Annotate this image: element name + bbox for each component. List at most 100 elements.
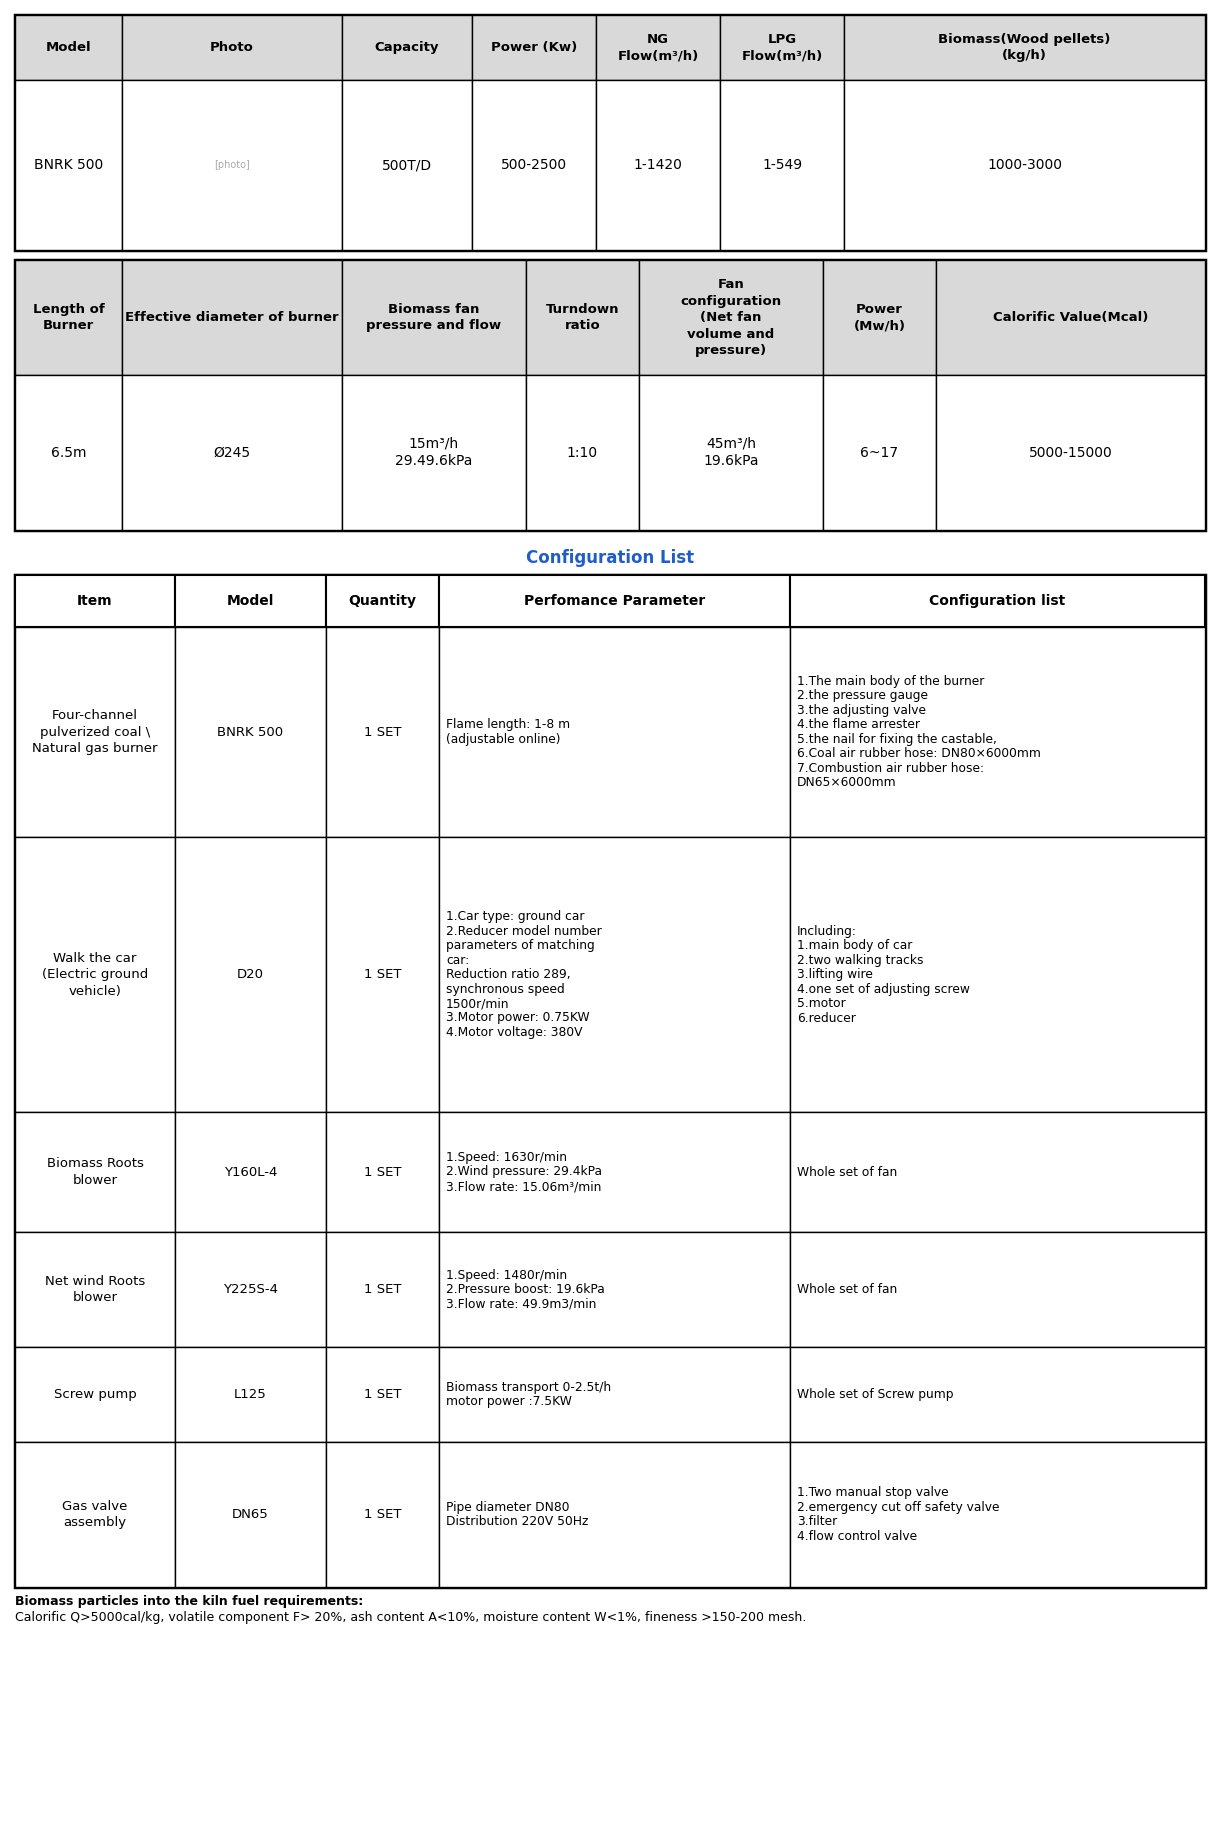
Bar: [15, 838, 174, 1112]
Bar: [174, 1112, 326, 1232]
Bar: [342, 79, 472, 250]
Text: Pipe diameter DN80: Pipe diameter DN80: [447, 1500, 570, 1513]
Text: Y225S-4: Y225S-4: [223, 1283, 278, 1296]
Bar: [342, 376, 526, 530]
Text: Biomass particles into the kiln fuel requirements:: Biomass particles into the kiln fuel req…: [15, 1594, 364, 1607]
Bar: [15, 1442, 174, 1587]
Text: Turndown
ratio: Turndown ratio: [545, 302, 620, 331]
Text: 1500r/min: 1500r/min: [447, 998, 510, 1011]
Bar: [15, 260, 122, 376]
Bar: [15, 1232, 174, 1348]
Text: 5.motor: 5.motor: [797, 998, 845, 1011]
Bar: [439, 1348, 791, 1442]
Bar: [936, 376, 1205, 530]
Text: L125: L125: [234, 1388, 267, 1401]
Text: Power
(Mw/h): Power (Mw/h): [854, 302, 905, 331]
Text: Whole set of fan: Whole set of fan: [797, 1165, 897, 1178]
Text: Configuration List: Configuration List: [526, 549, 694, 567]
Bar: [791, 1232, 1205, 1348]
Text: Distribution 220V 50Hz: Distribution 220V 50Hz: [447, 1515, 588, 1528]
Text: 2.Pressure boost: 19.6kPa: 2.Pressure boost: 19.6kPa: [447, 1283, 605, 1296]
Bar: [791, 1348, 1205, 1442]
Bar: [15, 15, 1205, 250]
Text: 1 SET: 1 SET: [364, 1388, 401, 1401]
Text: 1:10: 1:10: [567, 446, 598, 460]
Text: Net wind Roots
blower: Net wind Roots blower: [45, 1274, 145, 1303]
Bar: [174, 1442, 326, 1587]
Text: 45m³/h
19.6kPa: 45m³/h 19.6kPa: [703, 436, 759, 468]
Text: 1-1420: 1-1420: [633, 158, 682, 171]
Text: (adjustable online): (adjustable online): [447, 733, 560, 746]
Text: 1.Speed: 1480r/min: 1.Speed: 1480r/min: [447, 1268, 567, 1281]
Bar: [639, 260, 824, 376]
Text: 1 SET: 1 SET: [364, 1508, 401, 1521]
Text: 1.Car type: ground car: 1.Car type: ground car: [447, 909, 584, 922]
Bar: [472, 15, 597, 79]
Bar: [342, 260, 526, 376]
Text: 2.Reducer model number: 2.Reducer model number: [447, 924, 601, 937]
Text: Configuration list: Configuration list: [930, 595, 1065, 608]
Bar: [15, 260, 1205, 530]
Text: 2.two walking tracks: 2.two walking tracks: [797, 954, 924, 967]
Text: Gas valve
assembly: Gas valve assembly: [62, 1500, 128, 1530]
Text: 500-2500: 500-2500: [501, 158, 567, 171]
Text: 3.Flow rate: 49.9m3/min: 3.Flow rate: 49.9m3/min: [447, 1298, 597, 1311]
Text: 5.the nail for fixing the castable,: 5.the nail for fixing the castable,: [797, 733, 997, 746]
Text: 2.Wind pressure: 29.4kPa: 2.Wind pressure: 29.4kPa: [447, 1165, 601, 1178]
Bar: [439, 574, 791, 628]
Text: Effective diameter of burner: Effective diameter of burner: [126, 311, 339, 324]
Bar: [597, 79, 720, 250]
Text: Ø245: Ø245: [214, 446, 250, 460]
Text: 4.Motor voltage: 380V: 4.Motor voltage: 380V: [447, 1025, 582, 1038]
Text: 1.Speed: 1630r/min: 1.Speed: 1630r/min: [447, 1151, 567, 1164]
Bar: [844, 15, 1205, 79]
Bar: [326, 1112, 439, 1232]
Text: 7.Combustion air rubber hose:: 7.Combustion air rubber hose:: [797, 762, 985, 775]
Bar: [122, 79, 342, 250]
Bar: [326, 1442, 439, 1587]
Text: Length of
Burner: Length of Burner: [33, 302, 105, 331]
Text: Walk the car
(Electric ground
vehicle): Walk the car (Electric ground vehicle): [41, 952, 148, 998]
Bar: [326, 574, 439, 628]
Bar: [791, 574, 1205, 628]
Text: Screw pump: Screw pump: [54, 1388, 137, 1401]
Text: Flame length: 1-8 m: Flame length: 1-8 m: [447, 718, 570, 731]
Text: 3.Motor power: 0.75KW: 3.Motor power: 0.75KW: [447, 1011, 589, 1024]
Bar: [326, 1232, 439, 1348]
Text: 6.Coal air rubber hose: DN80×6000mm: 6.Coal air rubber hose: DN80×6000mm: [797, 747, 1041, 760]
Bar: [15, 15, 122, 79]
Text: Power (Kw): Power (Kw): [490, 41, 577, 53]
Bar: [439, 1232, 791, 1348]
Bar: [15, 574, 174, 628]
Text: Biomass(Wood pellets)
(kg/h): Biomass(Wood pellets) (kg/h): [938, 33, 1110, 63]
Bar: [844, 79, 1205, 250]
Bar: [439, 628, 791, 838]
Bar: [15, 1112, 174, 1232]
Text: NG
Flow(m³/h): NG Flow(m³/h): [617, 33, 699, 63]
Bar: [122, 260, 342, 376]
Text: 6~17: 6~17: [860, 446, 899, 460]
Text: 1000-3000: 1000-3000: [987, 158, 1061, 171]
Bar: [326, 1348, 439, 1442]
Text: 3.lifting wire: 3.lifting wire: [797, 968, 872, 981]
Text: parameters of matching: parameters of matching: [447, 939, 595, 952]
Text: 15m³/h
29.49.6kPa: 15m³/h 29.49.6kPa: [395, 436, 472, 468]
Bar: [122, 376, 342, 530]
Text: Y160L-4: Y160L-4: [223, 1165, 277, 1178]
Text: 1 SET: 1 SET: [364, 968, 401, 981]
Text: 1 SET: 1 SET: [364, 1165, 401, 1178]
Bar: [526, 260, 639, 376]
Bar: [15, 1348, 174, 1442]
Text: 1-549: 1-549: [762, 158, 802, 171]
Bar: [791, 1112, 1205, 1232]
Text: 6.reducer: 6.reducer: [797, 1011, 856, 1024]
Text: 4.flow control valve: 4.flow control valve: [797, 1530, 917, 1543]
Text: BNRK 500: BNRK 500: [217, 725, 283, 738]
Bar: [791, 1442, 1205, 1587]
Text: 500T/D: 500T/D: [382, 158, 432, 171]
Text: 3.filter: 3.filter: [797, 1515, 837, 1528]
Text: Quantity: Quantity: [349, 595, 416, 608]
Bar: [439, 1442, 791, 1587]
Text: Model: Model: [227, 595, 274, 608]
Bar: [122, 15, 342, 79]
